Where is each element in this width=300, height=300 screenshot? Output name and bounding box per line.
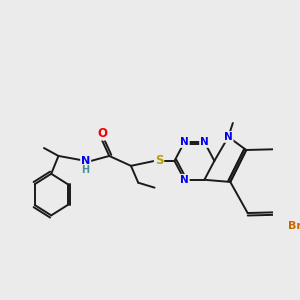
Text: Br: Br — [288, 221, 300, 231]
Text: O: O — [97, 127, 107, 140]
Text: N: N — [224, 132, 233, 142]
Text: N: N — [180, 175, 189, 185]
Text: N: N — [81, 156, 90, 166]
Text: S: S — [155, 154, 163, 167]
Text: N: N — [200, 137, 209, 147]
Text: N: N — [180, 137, 189, 147]
Text: H: H — [82, 165, 90, 175]
